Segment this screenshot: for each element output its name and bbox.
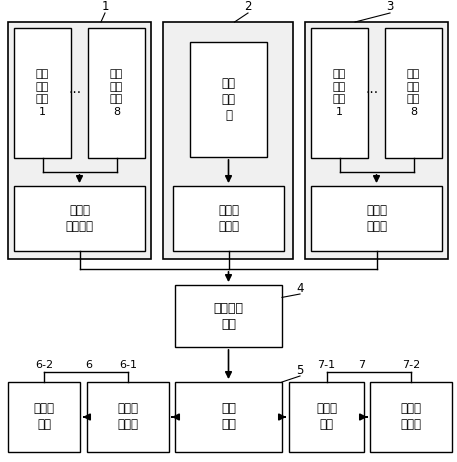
Bar xyxy=(14,186,145,251)
Bar xyxy=(175,382,282,452)
Text: 左侧驱
动器: 左侧驱 动器 xyxy=(33,402,54,432)
Bar xyxy=(385,28,442,158)
Text: 3: 3 xyxy=(386,0,393,13)
Bar xyxy=(289,382,364,452)
Text: 5: 5 xyxy=(296,364,304,377)
Text: 超声
波传
感器
1: 超声 波传 感器 1 xyxy=(36,69,49,116)
Text: 7: 7 xyxy=(358,360,366,370)
Text: 4: 4 xyxy=(296,281,304,294)
Bar xyxy=(14,28,71,158)
Bar xyxy=(88,28,145,158)
Text: 超声
波传
感器
8: 超声 波传 感器 8 xyxy=(110,69,123,116)
Text: 6-1: 6-1 xyxy=(119,360,137,370)
Text: 7-2: 7-2 xyxy=(402,360,420,370)
Text: 红外
线传
感器
1: 红外 线传 感器 1 xyxy=(333,69,346,116)
Bar xyxy=(370,382,452,452)
Text: ···: ··· xyxy=(69,86,81,100)
Bar xyxy=(8,22,151,259)
Text: 2: 2 xyxy=(244,0,252,13)
Bar xyxy=(175,285,282,347)
Text: ···: ··· xyxy=(366,86,378,100)
Bar xyxy=(8,382,80,452)
Text: 超声波
数据处理: 超声波 数据处理 xyxy=(65,204,94,233)
Text: 右侧驱
动器: 右侧驱 动器 xyxy=(316,402,337,432)
Text: 左侧伺
服电机: 左侧伺 服电机 xyxy=(117,402,138,432)
Bar xyxy=(190,42,267,157)
Bar xyxy=(305,22,448,259)
Text: 红外数
据处理: 红外数 据处理 xyxy=(366,204,387,233)
Text: 控制
模块: 控制 模块 xyxy=(221,402,236,432)
Text: 1: 1 xyxy=(101,0,109,13)
Text: 7-1: 7-1 xyxy=(318,360,335,370)
Bar xyxy=(87,382,169,452)
Text: 6-2: 6-2 xyxy=(35,360,53,370)
Bar xyxy=(311,28,368,158)
Text: 6: 6 xyxy=(85,360,92,370)
Text: 视觉
传感
器: 视觉 传感 器 xyxy=(222,77,235,122)
Bar xyxy=(163,22,293,259)
Text: 红外
线传
感器
8: 红外 线传 感器 8 xyxy=(407,69,420,116)
Text: 视觉数
据处理: 视觉数 据处理 xyxy=(218,204,239,233)
Bar xyxy=(173,186,284,251)
Text: 数据融合
模块: 数据融合 模块 xyxy=(213,302,244,330)
Text: 右侧伺
服电机: 右侧伺 服电机 xyxy=(400,402,421,432)
Bar xyxy=(311,186,442,251)
